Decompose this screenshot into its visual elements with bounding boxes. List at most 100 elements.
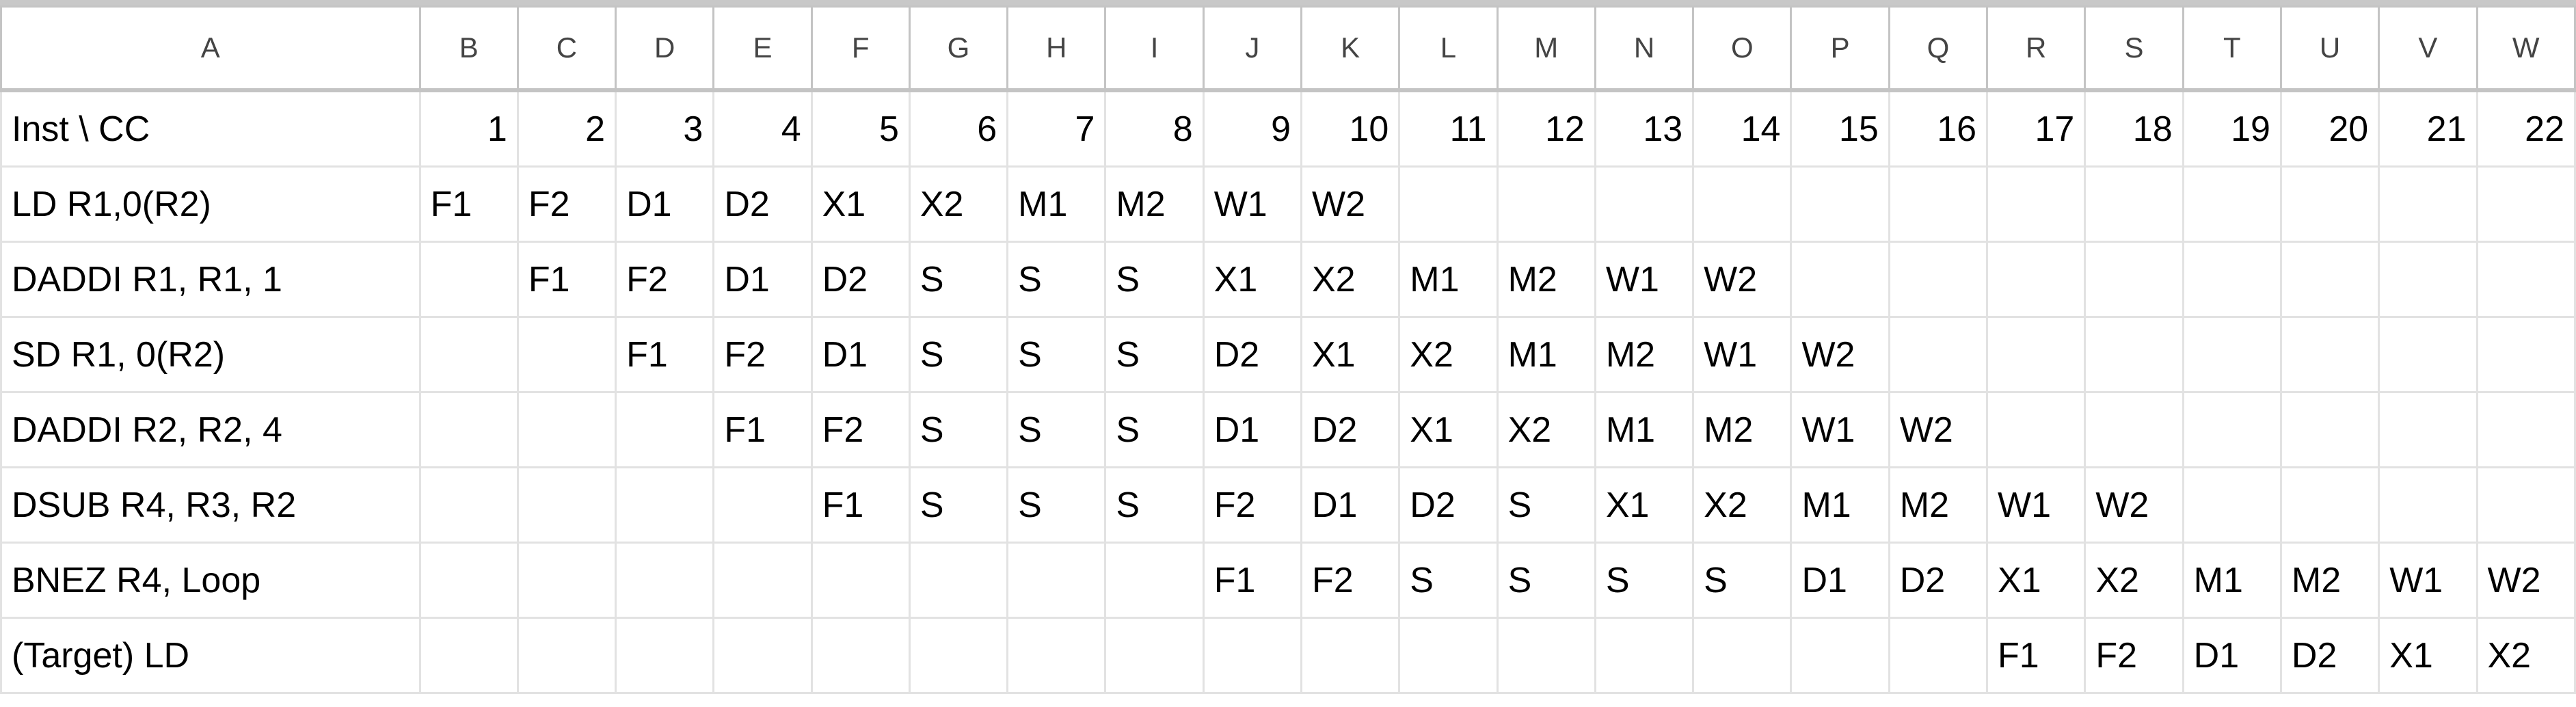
column-header-l[interactable]: L — [1398, 5, 1499, 92]
pipeline-stage-cell[interactable]: F2 — [1202, 466, 1303, 544]
column-header-u[interactable]: U — [2279, 5, 2380, 92]
instruction-label-cell[interactable]: SD R1, 0(R2) — [0, 316, 421, 393]
pipeline-stage-cell[interactable] — [712, 617, 813, 694]
instruction-label-cell[interactable]: BNEZ R4, Loop — [0, 542, 421, 619]
pipeline-stage-cell[interactable] — [2476, 466, 2576, 544]
column-header-d[interactable]: D — [615, 5, 715, 92]
pipeline-stage-cell[interactable] — [1104, 542, 1205, 619]
pipeline-stage-cell[interactable] — [615, 617, 715, 694]
pipeline-stage-cell[interactable] — [516, 391, 617, 468]
column-header-t[interactable]: T — [2182, 5, 2282, 92]
pipeline-stage-cell[interactable] — [2182, 466, 2282, 544]
cycle-number-cell[interactable]: 10 — [1300, 89, 1401, 168]
pipeline-stage-cell[interactable]: W1 — [1790, 391, 1890, 468]
column-header-s[interactable]: S — [2084, 5, 2184, 92]
cycle-number-cell[interactable]: 18 — [2084, 89, 2184, 168]
cycle-number-cell[interactable]: 19 — [2182, 89, 2282, 168]
pipeline-stage-cell[interactable]: M1 — [1790, 466, 1890, 544]
pipeline-stage-cell[interactable] — [1986, 165, 2087, 243]
pipeline-stage-cell[interactable]: X1 — [1594, 466, 1695, 544]
pipeline-stage-cell[interactable]: M1 — [2182, 542, 2282, 619]
pipeline-stage-cell[interactable] — [1398, 165, 1499, 243]
pipeline-stage-cell[interactable]: D2 — [810, 241, 911, 318]
pipeline-stage-cell[interactable] — [516, 316, 617, 393]
pipeline-stage-cell[interactable]: S — [1104, 466, 1205, 544]
cycle-number-cell[interactable]: 2 — [516, 89, 617, 168]
column-header-e[interactable]: E — [712, 5, 813, 92]
pipeline-stage-cell[interactable] — [418, 391, 519, 468]
pipeline-stage-cell[interactable] — [2182, 316, 2282, 393]
pipeline-stage-cell[interactable]: S — [1594, 542, 1695, 619]
pipeline-stage-cell[interactable] — [1104, 617, 1205, 694]
pipeline-stage-cell[interactable]: S — [1006, 241, 1107, 318]
pipeline-stage-cell[interactable]: W1 — [1692, 316, 1793, 393]
instruction-label-cell[interactable]: DADDI R2, R2, 4 — [0, 391, 421, 468]
pipeline-stage-cell[interactable] — [2279, 241, 2380, 318]
column-header-w[interactable]: W — [2476, 5, 2576, 92]
pipeline-stage-cell[interactable]: X2 — [1398, 316, 1499, 393]
cycle-number-cell[interactable]: 4 — [712, 89, 813, 168]
pipeline-stage-cell[interactable]: S — [1104, 241, 1205, 318]
pipeline-stage-cell[interactable]: W2 — [2476, 542, 2576, 619]
pipeline-stage-cell[interactable]: M1 — [1006, 165, 1107, 243]
pipeline-stage-cell[interactable] — [810, 617, 911, 694]
pipeline-stage-cell[interactable]: M1 — [1594, 391, 1695, 468]
pipeline-stage-cell[interactable]: F1 — [1202, 542, 1303, 619]
pipeline-stage-cell[interactable] — [1790, 617, 1890, 694]
pipeline-stage-cell[interactable]: F1 — [418, 165, 519, 243]
pipeline-stage-cell[interactable]: X2 — [2476, 617, 2576, 694]
cycle-number-cell[interactable]: 15 — [1790, 89, 1890, 168]
pipeline-stage-cell[interactable] — [712, 542, 813, 619]
pipeline-stage-cell[interactable] — [2182, 241, 2282, 318]
pipeline-stage-cell[interactable]: W1 — [1594, 241, 1695, 318]
pipeline-stage-cell[interactable]: W2 — [1888, 391, 1989, 468]
column-header-a[interactable]: A — [0, 5, 421, 92]
cycle-number-cell[interactable]: 22 — [2476, 89, 2576, 168]
pipeline-stage-cell[interactable] — [1888, 241, 1989, 318]
pipeline-stage-cell[interactable]: D1 — [1202, 391, 1303, 468]
pipeline-stage-cell[interactable]: D1 — [1300, 466, 1401, 544]
pipeline-stage-cell[interactable] — [1986, 241, 2087, 318]
cycle-number-cell[interactable]: 16 — [1888, 89, 1989, 168]
pipeline-stage-cell[interactable]: W2 — [1790, 316, 1890, 393]
pipeline-stage-cell[interactable]: D2 — [1888, 542, 1989, 619]
cycle-number-cell[interactable]: 13 — [1594, 89, 1695, 168]
pipeline-stage-cell[interactable]: S — [908, 316, 1009, 393]
column-header-h[interactable]: H — [1006, 5, 1107, 92]
pipeline-stage-cell[interactable]: X1 — [1986, 542, 2087, 619]
pipeline-stage-cell[interactable] — [1790, 165, 1890, 243]
column-header-b[interactable]: B — [418, 5, 519, 92]
row-label-cell[interactable]: Inst \ CC — [0, 89, 421, 168]
cycle-number-cell[interactable]: 14 — [1692, 89, 1793, 168]
pipeline-stage-cell[interactable] — [2279, 316, 2380, 393]
pipeline-stage-cell[interactable] — [1888, 617, 1989, 694]
pipeline-stage-cell[interactable]: M2 — [1594, 316, 1695, 393]
column-header-g[interactable]: G — [908, 5, 1009, 92]
pipeline-stage-cell[interactable]: W1 — [1986, 466, 2087, 544]
cycle-number-cell[interactable]: 3 — [615, 89, 715, 168]
pipeline-stage-cell[interactable]: D1 — [810, 316, 911, 393]
pipeline-stage-cell[interactable] — [2378, 241, 2478, 318]
cycle-number-cell[interactable]: 20 — [2279, 89, 2380, 168]
pipeline-stage-cell[interactable]: X2 — [1496, 391, 1596, 468]
column-header-q[interactable]: Q — [1888, 5, 1989, 92]
cycle-number-cell[interactable]: 17 — [1986, 89, 2087, 168]
pipeline-stage-cell[interactable]: S — [1006, 316, 1107, 393]
pipeline-stage-cell[interactable]: F1 — [810, 466, 911, 544]
pipeline-stage-cell[interactable]: F2 — [516, 165, 617, 243]
pipeline-stage-cell[interactable]: S — [1006, 466, 1107, 544]
pipeline-stage-cell[interactable] — [418, 466, 519, 544]
pipeline-stage-cell[interactable] — [1006, 617, 1107, 694]
pipeline-stage-cell[interactable]: F2 — [2084, 617, 2184, 694]
pipeline-stage-cell[interactable] — [2378, 391, 2478, 468]
instruction-label-cell[interactable]: DADDI R1, R1, 1 — [0, 241, 421, 318]
pipeline-stage-cell[interactable]: D2 — [1398, 466, 1499, 544]
pipeline-stage-cell[interactable] — [2084, 316, 2184, 393]
pipeline-stage-cell[interactable] — [1594, 617, 1695, 694]
pipeline-stage-cell[interactable] — [1594, 165, 1695, 243]
pipeline-stage-cell[interactable]: X2 — [908, 165, 1009, 243]
pipeline-stage-cell[interactable]: S — [908, 391, 1009, 468]
pipeline-stage-cell[interactable]: S — [1104, 391, 1205, 468]
pipeline-stage-cell[interactable] — [1888, 165, 1989, 243]
pipeline-stage-cell[interactable]: S — [1006, 391, 1107, 468]
